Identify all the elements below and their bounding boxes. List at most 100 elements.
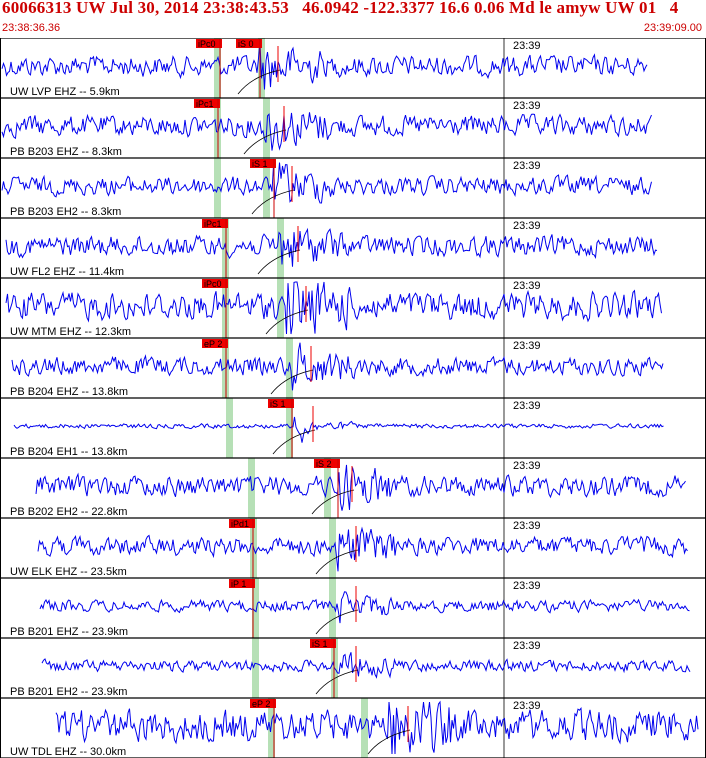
phase-band (361, 698, 368, 758)
phase-band (329, 518, 336, 578)
station-label: PB B204 EHZ -- 13.8km (10, 386, 128, 398)
phase-band (324, 458, 331, 518)
trace-panel: 23:39 iPc1 UW FL2 EHZ -- 11.4km (0, 217, 706, 278)
station-label: PB B203 EH2 -- 8.3km (10, 206, 121, 218)
station-label: PB B204 EH1 -- 13.8km (10, 446, 127, 458)
minute-tick-label: 23:39 (513, 400, 541, 412)
minute-tick-label: 23:39 (513, 160, 541, 172)
travel-time-curve (272, 429, 316, 455)
phase-band (263, 158, 270, 218)
minute-tick-label: 23:39 (513, 100, 541, 112)
waveform (1, 112, 652, 151)
travel-time-curve (243, 129, 287, 155)
minute-tick-label: 23:39 (513, 40, 541, 52)
trace-panel: 23:39 iPc0 iS 0 UW LVP EHZ -- 5.9km (0, 38, 706, 98)
waveform (35, 464, 686, 511)
station-label: PB B201 EHZ -- 23.9km (10, 626, 128, 638)
phase-pick-label: iS 2 (316, 459, 332, 469)
trace-panel: 23:39 eP 2 PB B204 EHZ -- 13.8km (0, 337, 706, 398)
phase-band (329, 578, 336, 638)
minute-tick-label: 23:39 (513, 220, 541, 232)
waveform (1, 41, 648, 90)
minute-tick-label: 23:39 (513, 280, 541, 292)
minute-tick-label: 23:39 (513, 700, 541, 712)
phase-pick-label: iPd1 (231, 519, 249, 529)
travel-time-curve (315, 609, 359, 635)
phase-band (277, 218, 284, 278)
trace-panel: 23:39 iS 1 PB B204 EH1 -- 13.8km (0, 397, 706, 458)
phase-pick-label: iPc1 (196, 99, 214, 109)
station-label: UW MTM EHZ -- 12.3km (10, 326, 131, 338)
phase-band (214, 38, 221, 98)
phase-band (252, 578, 259, 638)
phase-pick-label: iP 1 (231, 579, 246, 589)
waveform (11, 342, 664, 391)
waveform (39, 591, 690, 624)
phase-pick-box (202, 279, 228, 288)
trace-panel: 23:39 eP 2 UW TDL EHZ -- 30.0km (0, 697, 706, 758)
phase-pick-label: iS 1 (252, 159, 268, 169)
phase-band (286, 338, 293, 398)
phase-band (252, 638, 259, 698)
phase-pick-label: eP 2 (204, 339, 222, 349)
travel-time-curve (270, 369, 314, 395)
window-start-time: 23:38:36.36 (2, 22, 61, 34)
travel-time-curve (315, 549, 359, 575)
seismogram-record-section: 23:39 iPc0 iS 0 UW LVP EHZ -- 5.9km 23:39 iPc… (0, 38, 706, 758)
travel-time-curve (311, 489, 355, 515)
phase-pick-box (196, 39, 222, 48)
travel-time-curve (367, 729, 411, 755)
phase-pick-box (194, 99, 220, 108)
travel-time-curve (237, 69, 281, 95)
waveform (5, 227, 658, 267)
phase-pick-label: eP 2 (252, 699, 270, 709)
waveform (37, 526, 688, 572)
phase-pick-box (229, 519, 255, 528)
phase-pick-box (202, 339, 228, 348)
phase-pick-label: iPc1 (204, 219, 222, 229)
minute-tick-label: 23:39 (513, 640, 541, 652)
phase-pick-box (236, 39, 262, 48)
phase-pick-box (250, 699, 276, 708)
travel-time-curve (265, 309, 309, 335)
waveform (41, 652, 691, 679)
station-label: UW FL2 EHZ -- 11.4km (10, 266, 124, 278)
travel-time-curve (257, 249, 301, 275)
phase-pick-box (229, 579, 255, 588)
minute-tick-label: 23:39 (513, 340, 541, 352)
window-end-time: 23:39:09.00 (643, 22, 702, 34)
phase-pick-box (310, 639, 336, 648)
phase-pick-label: iS 1 (270, 399, 286, 409)
station-label: UW TDL EHZ -- 30.0km (10, 746, 126, 758)
phase-pick-box (314, 459, 340, 468)
phase-pick-label: iPc0 (198, 39, 216, 49)
phase-band (226, 398, 233, 458)
station-label: PB B202 EH2 -- 22.8km (10, 506, 127, 518)
phase-pick-label: iPc0 (204, 279, 222, 289)
waveform (55, 700, 699, 755)
waveform (5, 281, 662, 335)
minute-tick-label: 23:39 (513, 460, 541, 472)
waveform (1, 162, 652, 204)
phase-pick-label: iS 1 (312, 639, 328, 649)
phase-pick-box (268, 399, 294, 408)
trace-panel: 23:39 iS 2 PB B202 EH2 -- 22.8km (0, 457, 706, 518)
event-header: 60066313 UW Jul 30, 2014 23:38:43.53 46.… (2, 0, 679, 17)
waveform (13, 416, 664, 443)
station-label: PB B201 EH2 -- 23.9km (10, 686, 127, 698)
station-label: PB B203 EHZ -- 8.3km (10, 146, 122, 158)
phase-pick-box (202, 219, 228, 228)
station-label: UW ELK EHZ -- 23.5km (10, 566, 127, 578)
phase-pick-label: iS 0 (238, 39, 254, 49)
minute-tick-label: 23:39 (513, 580, 541, 592)
trace-panel: 23:39 iP 1 PB B201 EHZ -- 23.9km (0, 577, 706, 638)
trace-panel: 23:39 iS 1 PB B203 EH2 -- 8.3km (0, 157, 706, 218)
station-label: UW LVP EHZ -- 5.9km (10, 86, 120, 98)
travel-time-curve (251, 189, 295, 215)
trace-panel: 23:39 iPd1 UW ELK EHZ -- 23.5km (0, 517, 706, 578)
trace-panel: 23:39 iPc1 PB B203 EHZ -- 8.3km (0, 97, 706, 158)
phase-band (268, 698, 275, 758)
trace-panel: 23:39 iS 1 PB B201 EH2 -- 23.9km (0, 637, 706, 698)
minute-tick-label: 23:39 (513, 520, 541, 532)
phase-band (277, 278, 284, 338)
